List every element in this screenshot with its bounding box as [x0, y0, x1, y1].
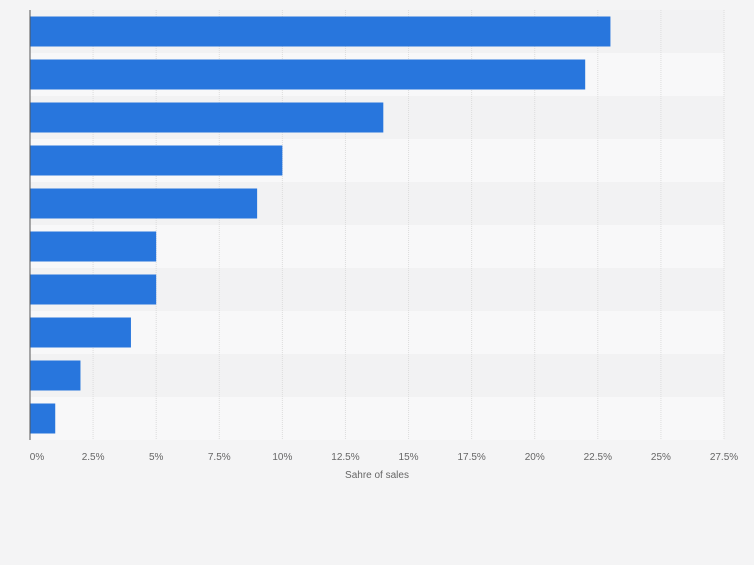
- x-tick-label: 22.5%: [584, 452, 612, 463]
- bar[interactable]: [30, 59, 586, 90]
- x-tick-label: 2.5%: [82, 452, 105, 463]
- x-tick-label: 15%: [399, 452, 419, 463]
- x-tick-label: 10%: [272, 452, 292, 463]
- x-axis-tick-labels: 0% 2.5% 5% 7.5% 10% 12.5% 15% 17.5% 20% 22.5% 25% 2…: [30, 452, 739, 463]
- x-tick-label: 0%: [30, 452, 45, 463]
- bar[interactable]: [30, 317, 131, 348]
- bar[interactable]: [30, 145, 283, 176]
- bar[interactable]: [30, 403, 56, 434]
- row-band: [30, 397, 724, 440]
- row-band: [30, 311, 724, 354]
- bar[interactable]: [30, 360, 81, 391]
- x-tick-label: 12.5%: [331, 452, 359, 463]
- x-tick-label: 27.5%: [710, 452, 738, 463]
- x-axis-label: Sahre of sales: [345, 470, 409, 481]
- bar[interactable]: [30, 231, 157, 262]
- x-tick-label: 25%: [651, 452, 671, 463]
- bar[interactable]: [30, 16, 611, 47]
- bar[interactable]: [30, 102, 384, 133]
- x-tick-label: 7.5%: [208, 452, 231, 463]
- x-tick-label: 20%: [525, 452, 545, 463]
- row-band: [30, 354, 724, 397]
- gridlines: [92, 10, 725, 440]
- x-tick-label: 5%: [149, 452, 164, 463]
- bar[interactable]: [30, 188, 258, 219]
- bars: [30, 16, 611, 434]
- x-tick-label: 17.5%: [457, 452, 485, 463]
- bar[interactable]: [30, 274, 157, 305]
